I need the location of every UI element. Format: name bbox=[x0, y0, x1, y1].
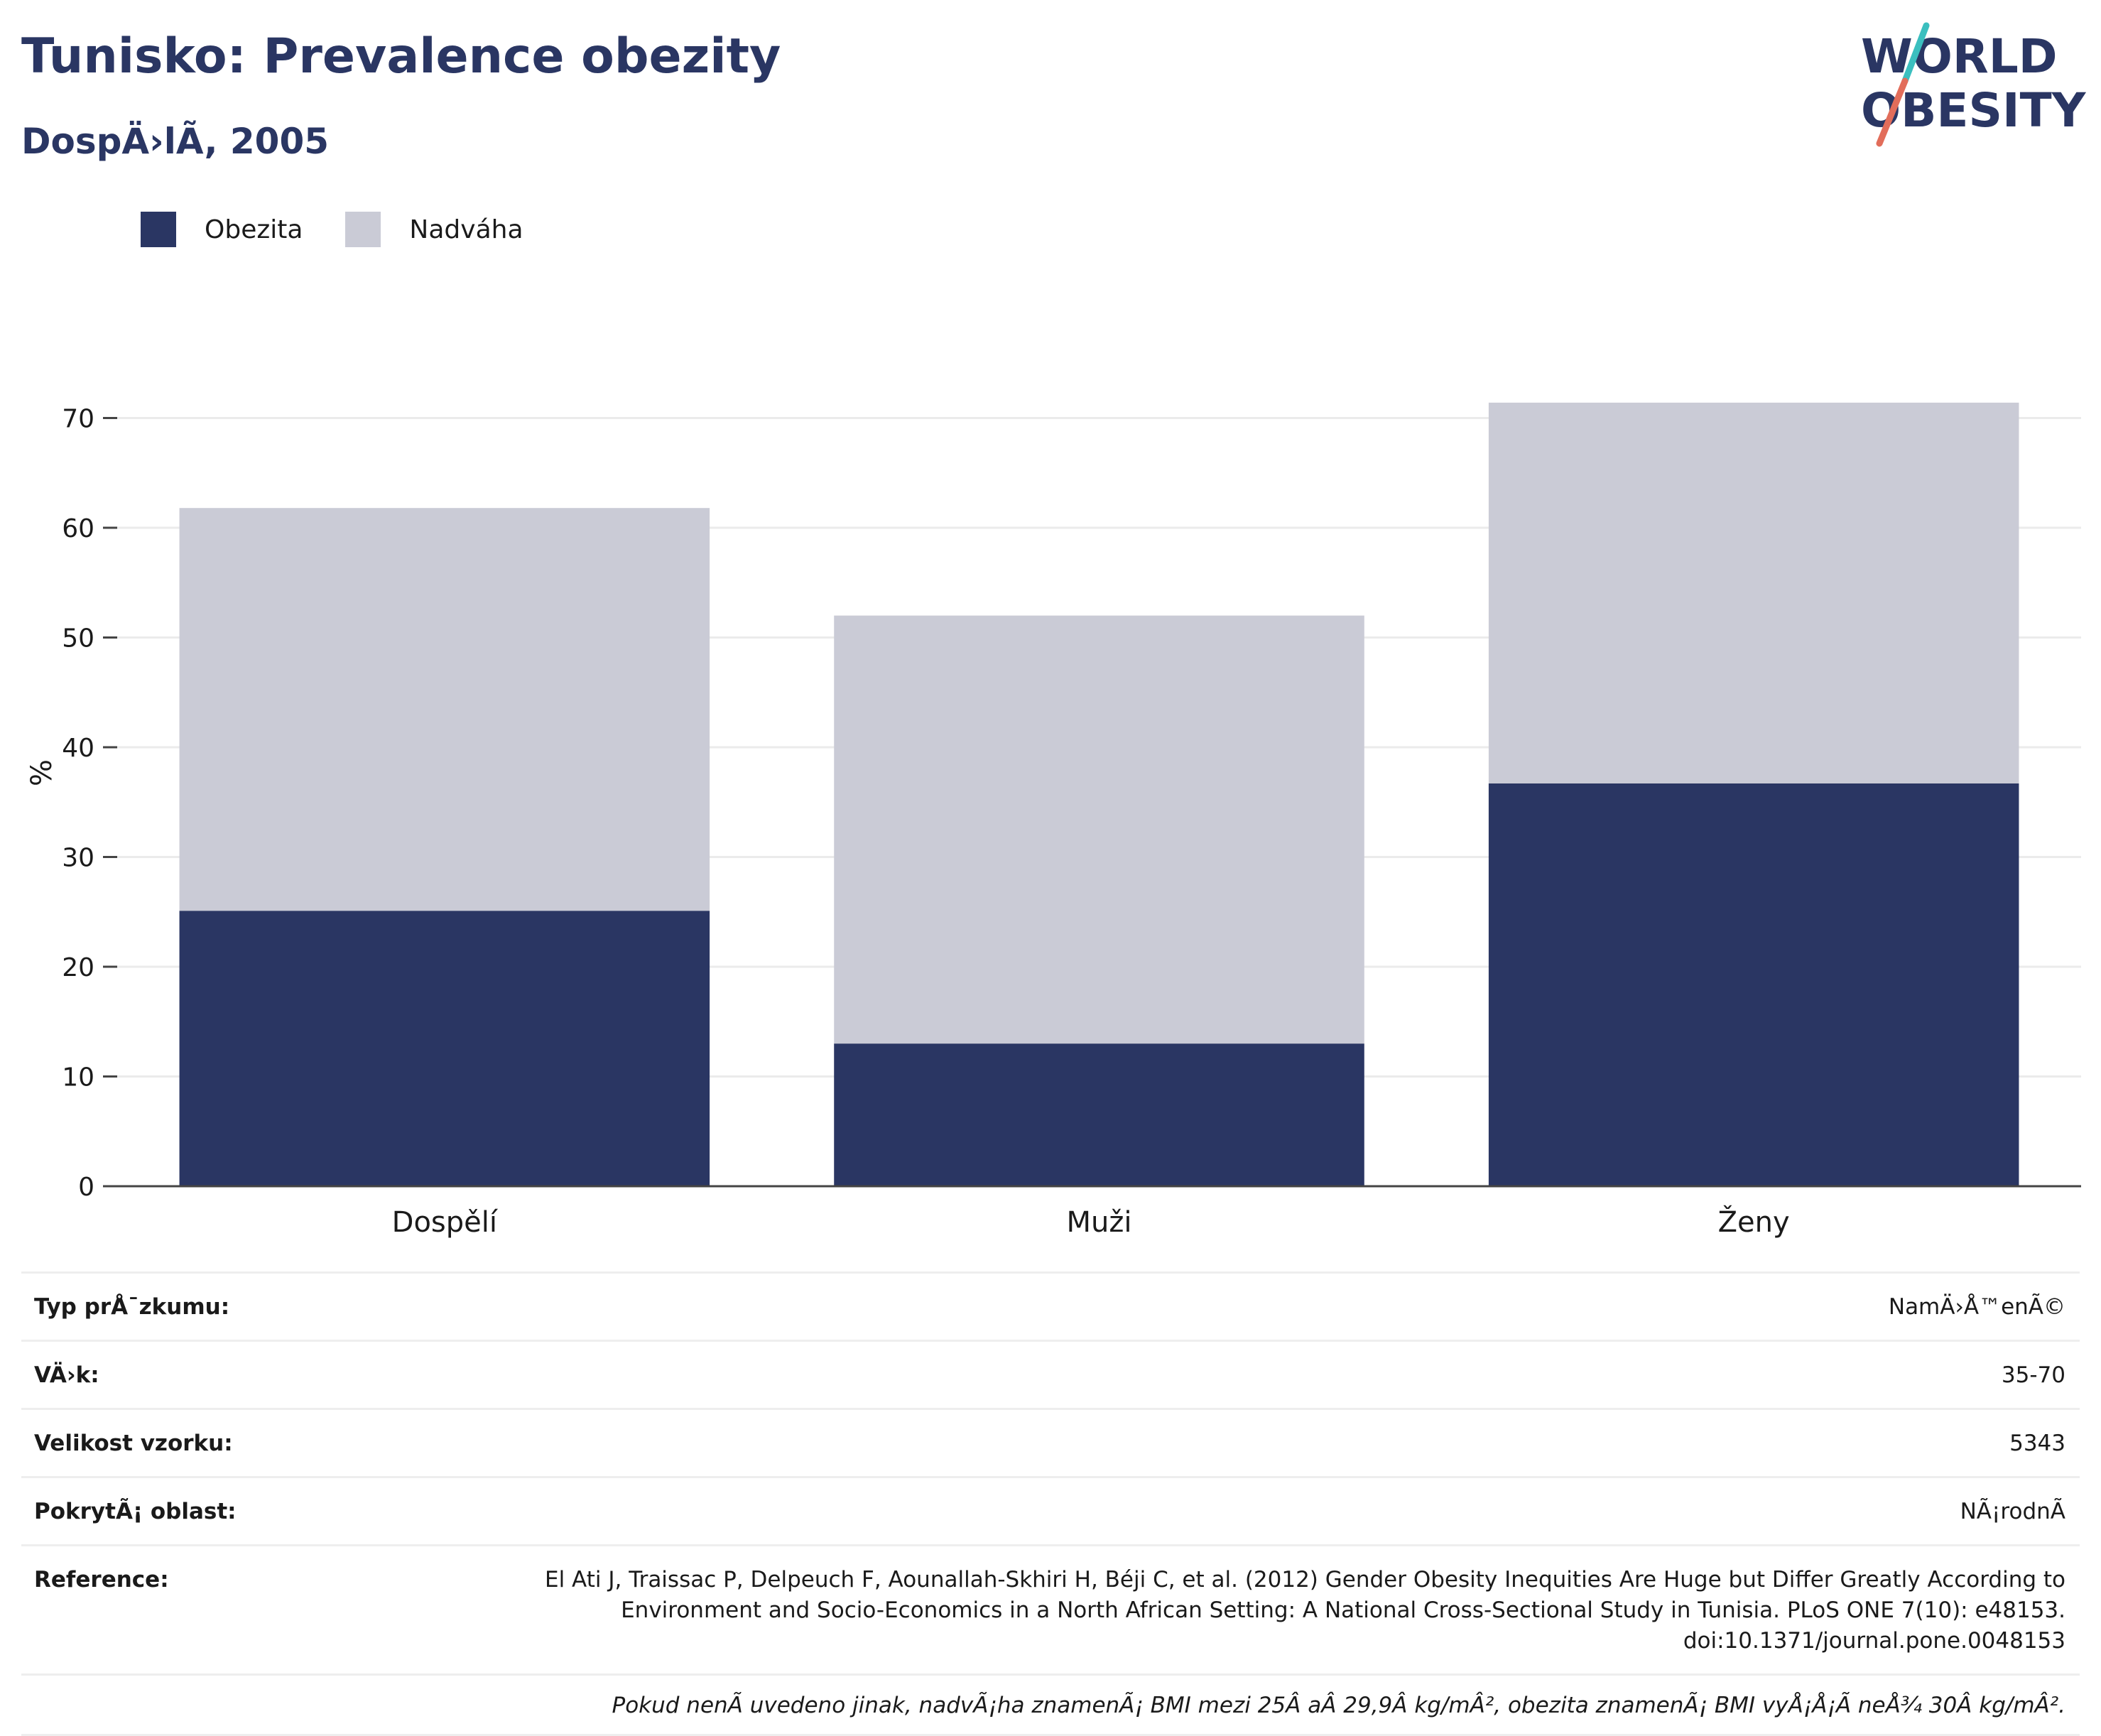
legend-item-obezita[interactable]: Obezita bbox=[141, 212, 303, 247]
world-obesity-logo: WORLD OBESITY bbox=[1861, 22, 2087, 147]
bar-obezita[interactable] bbox=[834, 1043, 1364, 1186]
info-table: Typ prÅ¯zkumu: NamÄ›Å™enÃ© VÄ›k: 35-70 Velik… bbox=[21, 1271, 2080, 1736]
page-title: Tunisko: Prevalence obezity bbox=[21, 28, 781, 85]
y-tick-label: 20 bbox=[62, 953, 94, 982]
definition-note: Pokud nenÃ uvedeno jinak, nadvÃ¡ha zname… bbox=[21, 1673, 2080, 1736]
y-tick-label: 50 bbox=[62, 624, 94, 653]
info-row: VÄ›k: 35-70 bbox=[21, 1340, 2080, 1408]
bar-nadvaha[interactable] bbox=[834, 615, 1364, 1044]
legend-swatch-nadvaha bbox=[345, 212, 381, 247]
x-category-label: Dospělí bbox=[392, 1206, 499, 1239]
x-category-label: Ženy bbox=[1718, 1205, 1790, 1239]
bar-nadvaha[interactable] bbox=[1488, 402, 2019, 783]
info-row-label: Reference: bbox=[34, 1567, 169, 1593]
y-tick-label: 40 bbox=[62, 734, 94, 763]
y-tick-label: 60 bbox=[62, 514, 94, 543]
info-row-value: 5343 bbox=[2009, 1431, 2065, 1456]
info-row: Reference: El Ati J, Traissac P, Delpeuch… bbox=[21, 1544, 2080, 1673]
y-tick-label: 0 bbox=[78, 1173, 94, 1202]
info-row-value: NamÄ›Å™enÃ© bbox=[1888, 1294, 2065, 1320]
info-row-value: 35-70 bbox=[2001, 1362, 2065, 1388]
info-row-label: VÄ›k: bbox=[34, 1362, 99, 1388]
info-row: Velikost vzorku: 5343 bbox=[21, 1408, 2080, 1476]
info-row-value: El Ati J, Traissac P, Delpeuch F, Aounal… bbox=[545, 1567, 2065, 1654]
page-subtitle: DospÄ›lÃ, 2005 bbox=[21, 121, 330, 162]
y-tick-label: 10 bbox=[62, 1063, 94, 1092]
y-tick-label: 70 bbox=[62, 405, 94, 434]
info-row-label: Velikost vzorku: bbox=[34, 1431, 233, 1456]
info-row-value: NÃ¡rodnÃ bbox=[1960, 1499, 2065, 1524]
bar-obezita[interactable] bbox=[1488, 783, 2019, 1186]
legend-swatch-obezita bbox=[141, 212, 176, 247]
bars bbox=[179, 402, 2019, 1186]
x-category-label: Muži bbox=[1067, 1206, 1132, 1239]
info-row-label: Typ prÅ¯zkumu: bbox=[34, 1294, 230, 1320]
y-tick-label: 30 bbox=[62, 844, 94, 873]
legend-item-nadvaha[interactable]: Nadváha bbox=[345, 212, 523, 247]
legend-label-nadvaha: Nadváha bbox=[409, 215, 523, 244]
info-row: Typ prÅ¯zkumu: NamÄ›Å™enÃ© bbox=[21, 1271, 2080, 1340]
axes: 0 10 20 30 40 50 60 70 Dospělí Muži Ženy bbox=[62, 405, 2081, 1239]
y-axis-label: % bbox=[26, 759, 58, 786]
bar-obezita[interactable] bbox=[179, 911, 710, 1186]
info-rows: Typ prÅ¯zkumu: NamÄ›Å™enÃ© VÄ›k: 35-70 Velik… bbox=[21, 1271, 2080, 1673]
info-row: PokrytÃ¡ oblast: NÃ¡rodnÃ bbox=[21, 1476, 2080, 1544]
info-row-label: PokrytÃ¡ oblast: bbox=[34, 1499, 237, 1524]
chart-legend: Obezita Nadváha bbox=[141, 212, 566, 247]
bar-nadvaha[interactable] bbox=[179, 508, 710, 911]
svg-text:WORLD: WORLD bbox=[1861, 29, 2058, 84]
legend-label-obezita: Obezita bbox=[205, 215, 303, 244]
stacked-bar-chart: 0 10 20 30 40 50 60 70 Dospělí Muži Ženy % bbox=[26, 402, 2081, 1239]
